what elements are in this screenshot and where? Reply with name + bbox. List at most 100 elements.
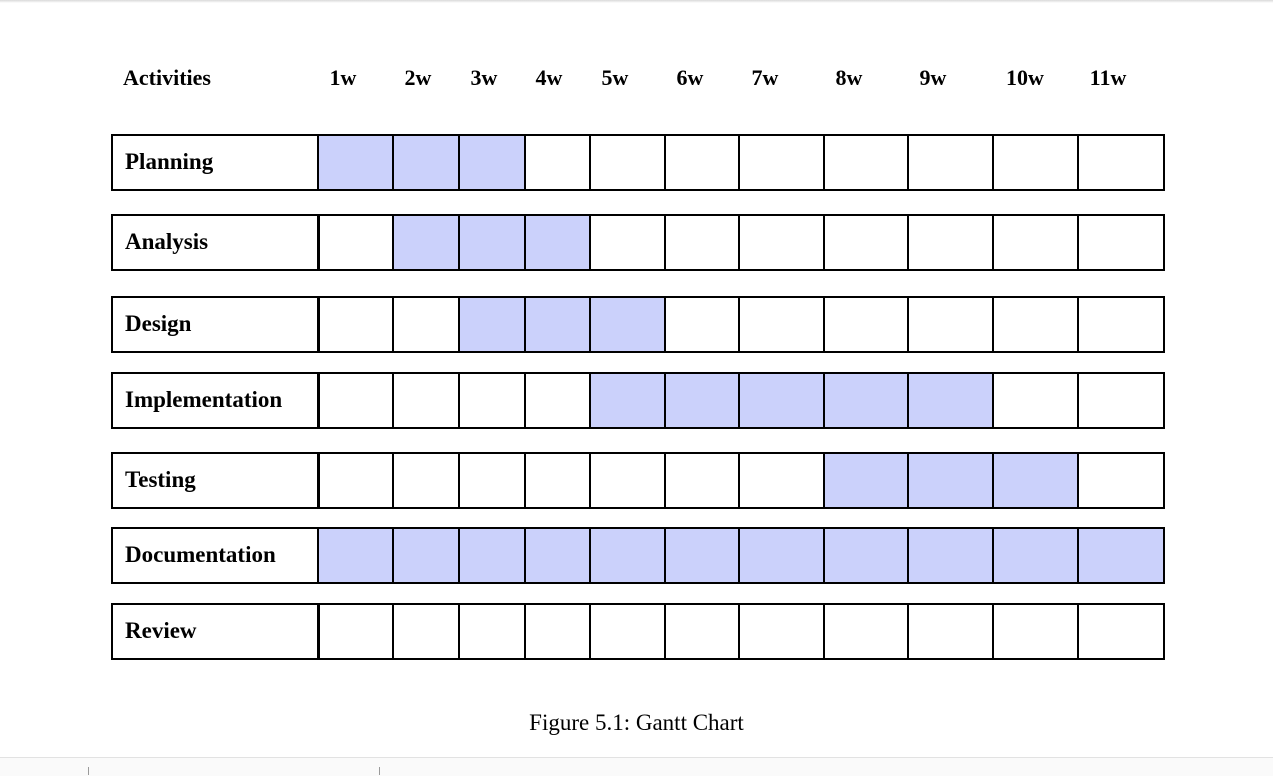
week-header-9w: 9w — [919, 65, 947, 90]
gantt-bar-cell-planning-3w — [458, 134, 526, 191]
activity-label-cell: Planning — [111, 134, 320, 191]
gantt-empty-cell-analysis-11w — [1077, 214, 1165, 271]
activity-label-cell: Design — [111, 296, 320, 353]
week-header-3w: 3w — [470, 65, 498, 90]
activity-label-documentation: Documentation — [125, 542, 276, 567]
gantt-bar-cell-implementation-8w — [823, 372, 909, 429]
gantt-empty-cell-testing-6w — [664, 452, 740, 509]
gantt-empty-cell-design-8w — [823, 296, 909, 353]
gantt-bar-cell-documentation-9w — [907, 527, 994, 584]
gantt-empty-cell-testing-11w — [1077, 452, 1165, 509]
gantt-empty-cell-review-6w — [664, 603, 740, 660]
gantt-empty-cell-review-4w — [524, 603, 591, 660]
activity-label-design: Design — [125, 311, 192, 336]
gantt-empty-cell-implementation-2w — [392, 372, 460, 429]
gantt-bar-cell-design-3w — [458, 296, 526, 353]
gantt-empty-cell-analysis-5w — [589, 214, 666, 271]
gantt-empty-cell-planning-11w — [1077, 134, 1165, 191]
gantt-bar-cell-implementation-6w — [664, 372, 740, 429]
activity-label-cell: Analysis — [111, 214, 320, 271]
activity-label-cell: Testing — [111, 452, 320, 509]
gantt-empty-cell-planning-6w — [664, 134, 740, 191]
week-header-7w: 7w — [751, 65, 779, 90]
gantt-empty-cell-planning-4w — [524, 134, 591, 191]
gantt-bar-cell-testing-10w — [992, 452, 1079, 509]
gantt-empty-cell-review-1w — [317, 603, 394, 660]
gantt-empty-cell-review-9w — [907, 603, 994, 660]
gantt-empty-cell-testing-5w — [589, 452, 666, 509]
activity-label-implementation: Implementation — [125, 387, 283, 412]
gantt-empty-cell-analysis-8w — [823, 214, 909, 271]
ruler-tick — [88, 767, 89, 775]
gantt-bar-cell-design-4w — [524, 296, 591, 353]
gantt-empty-cell-analysis-1w — [317, 214, 394, 271]
gantt-empty-cell-review-10w — [992, 603, 1079, 660]
gantt-empty-cell-analysis-6w — [664, 214, 740, 271]
gantt-empty-cell-review-8w — [823, 603, 909, 660]
gantt-empty-cell-review-5w — [589, 603, 666, 660]
gantt-empty-cell-planning-9w — [907, 134, 994, 191]
gantt-bar-cell-testing-8w — [823, 452, 909, 509]
gantt-bar-cell-documentation-8w — [823, 527, 909, 584]
gantt-empty-cell-planning-8w — [823, 134, 909, 191]
gantt-bar-cell-implementation-7w — [738, 372, 825, 429]
gantt-empty-cell-implementation-1w — [317, 372, 394, 429]
gantt-bar-cell-analysis-4w — [524, 214, 591, 271]
gantt-empty-cell-design-10w — [992, 296, 1079, 353]
week-header-11w: 11w — [1089, 65, 1127, 90]
week-header-2w: 2w — [404, 65, 432, 90]
activities-header: Activities — [123, 65, 211, 90]
gantt-empty-cell-implementation-3w — [458, 372, 526, 429]
gantt-empty-cell-testing-4w — [524, 452, 591, 509]
activity-label-planning: Planning — [125, 149, 214, 174]
week-header-8w: 8w — [835, 65, 863, 90]
gantt-empty-cell-planning-7w — [738, 134, 825, 191]
gantt-bar-cell-planning-1w — [317, 134, 394, 191]
gantt-bar-cell-documentation-3w — [458, 527, 526, 584]
page-bottom-edge — [0, 757, 1273, 776]
gantt-bar-cell-documentation-1w — [317, 527, 394, 584]
week-header-4w: 4w — [535, 65, 563, 90]
gantt-bar-cell-planning-2w — [392, 134, 460, 191]
gantt-empty-cell-planning-10w — [992, 134, 1079, 191]
gantt-empty-cell-design-2w — [392, 296, 460, 353]
gantt-bar-cell-documentation-4w — [524, 527, 591, 584]
gantt-bar-cell-documentation-6w — [664, 527, 740, 584]
gantt-empty-cell-testing-2w — [392, 452, 460, 509]
gantt-empty-cell-design-11w — [1077, 296, 1165, 353]
week-header-10w: 10w — [1006, 65, 1044, 90]
activity-label-analysis: Analysis — [125, 229, 209, 254]
gantt-empty-cell-implementation-10w — [992, 372, 1079, 429]
gantt-bar-cell-documentation-7w — [738, 527, 825, 584]
week-header-1w: 1w — [329, 65, 357, 90]
gantt-empty-cell-review-3w — [458, 603, 526, 660]
page-top-edge — [0, 0, 1273, 3]
gantt-bar-cell-implementation-9w — [907, 372, 994, 429]
gantt-empty-cell-implementation-11w — [1077, 372, 1165, 429]
gantt-bar-cell-implementation-5w — [589, 372, 666, 429]
gantt-empty-cell-analysis-7w — [738, 214, 825, 271]
activity-label-testing: Testing — [125, 467, 196, 492]
ruler-tick — [379, 767, 380, 775]
gantt-bar-cell-analysis-2w — [392, 214, 460, 271]
gantt-empty-cell-design-1w — [317, 296, 394, 353]
gantt-empty-cell-review-2w — [392, 603, 460, 660]
figure-caption: Figure 5.1: Gantt Chart — [529, 710, 744, 735]
gantt-empty-cell-review-7w — [738, 603, 825, 660]
gantt-empty-cell-planning-5w — [589, 134, 666, 191]
gantt-bar-cell-documentation-11w — [1077, 527, 1165, 584]
gantt-empty-cell-design-9w — [907, 296, 994, 353]
gantt-empty-cell-implementation-4w — [524, 372, 591, 429]
activity-label-review: Review — [125, 618, 197, 643]
gantt-empty-cell-testing-3w — [458, 452, 526, 509]
gantt-bar-cell-documentation-5w — [589, 527, 666, 584]
activity-label-cell: Documentation — [111, 527, 320, 584]
gantt-bar-cell-documentation-2w — [392, 527, 460, 584]
activity-label-cell: Review — [111, 603, 320, 660]
gantt-empty-cell-review-11w — [1077, 603, 1165, 660]
week-header-5w: 5w — [601, 65, 629, 90]
gantt-empty-cell-analysis-10w — [992, 214, 1079, 271]
gantt-bar-cell-testing-9w — [907, 452, 994, 509]
gantt-bar-cell-design-5w — [589, 296, 666, 353]
gantt-empty-cell-testing-1w — [317, 452, 394, 509]
